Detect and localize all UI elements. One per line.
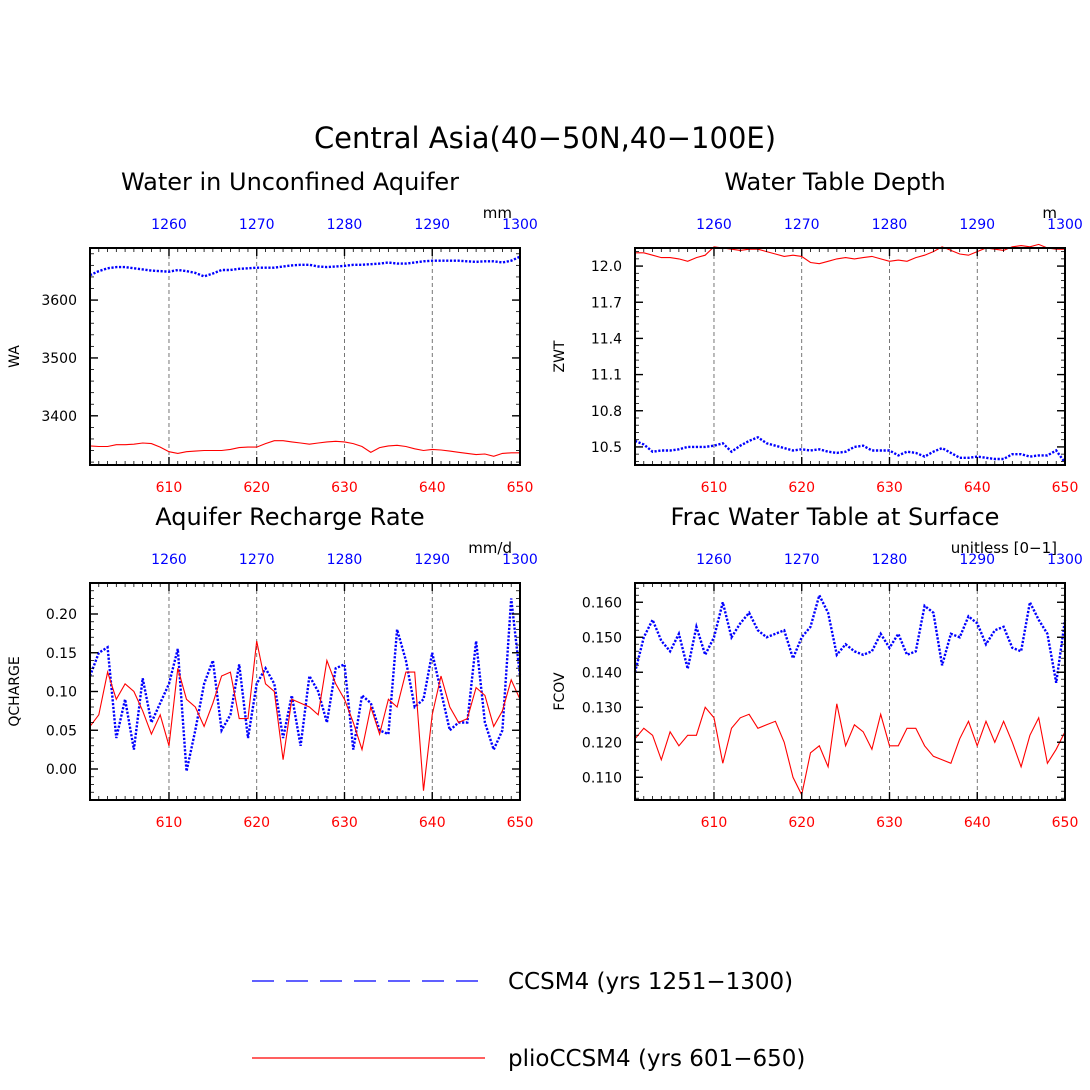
units-label: mm bbox=[483, 204, 512, 222]
y-tick-label: 11.7 bbox=[591, 295, 622, 311]
series-line-ccsm4 bbox=[633, 591, 1067, 684]
y-axis-label: FCOV bbox=[552, 672, 568, 711]
y-tick-label: 11.4 bbox=[591, 331, 622, 347]
x-tick-label-bottom: 610 bbox=[156, 480, 183, 496]
x-tick-label-top: 1290 bbox=[414, 217, 450, 233]
x-tick-label-bottom: 640 bbox=[964, 815, 991, 831]
x-tick-label-bottom: 620 bbox=[788, 480, 815, 496]
y-tick-label: 3600 bbox=[41, 293, 77, 309]
panel-title: Aquifer Recharge Rate bbox=[155, 503, 424, 531]
y-tick-label: 0.15 bbox=[46, 646, 77, 662]
chart-panel-4: Frac Water Table at Surface unitless [0−1… bbox=[552, 503, 1083, 831]
x-tick-label-top: 1280 bbox=[872, 217, 908, 233]
x-tick-label-top: 1280 bbox=[327, 217, 363, 233]
figure-title: Central Asia(40−50N,40−100E) bbox=[314, 121, 776, 155]
y-tick-label: 3400 bbox=[41, 409, 77, 425]
x-tick-label-top: 1280 bbox=[872, 552, 908, 568]
y-axis-label: WA bbox=[7, 345, 23, 368]
y-tick-label: 0.140 bbox=[582, 665, 622, 681]
x-tick-label-bottom: 610 bbox=[701, 480, 728, 496]
y-tick-label: 0.00 bbox=[46, 762, 77, 778]
x-tick-label-top: 1300 bbox=[502, 217, 538, 233]
series-line-ccsm4 bbox=[89, 255, 521, 278]
y-tick-label: 0.05 bbox=[46, 723, 77, 739]
y-tick-label: 0.120 bbox=[582, 735, 622, 751]
x-tick-label-bottom: 640 bbox=[964, 480, 991, 496]
x-tick-label-top: 1300 bbox=[1047, 552, 1083, 568]
x-tick-label-top: 1280 bbox=[327, 552, 363, 568]
x-tick-label-top: 1300 bbox=[1047, 217, 1083, 233]
y-tick-label: 0.10 bbox=[46, 685, 77, 701]
x-tick-label-top: 1270 bbox=[239, 217, 275, 233]
panel-title: Frac Water Table at Surface bbox=[671, 503, 1000, 531]
y-axis-label: ZWT bbox=[552, 340, 568, 372]
x-tick-label-bottom: 650 bbox=[1052, 480, 1079, 496]
x-tick-label-bottom: 650 bbox=[1052, 815, 1079, 831]
y-tick-label: 12.0 bbox=[591, 259, 622, 275]
x-tick-label-top: 1290 bbox=[959, 217, 995, 233]
x-tick-label-top: 1260 bbox=[151, 217, 187, 233]
x-tick-label-bottom: 630 bbox=[876, 480, 903, 496]
units-label: m bbox=[1042, 204, 1057, 222]
x-tick-label-bottom: 640 bbox=[419, 815, 446, 831]
legend-label-2: plioCCSM4 (yrs 601−650) bbox=[508, 1046, 805, 1072]
x-tick-label-bottom: 620 bbox=[243, 480, 270, 496]
units-label: mm/d bbox=[468, 539, 512, 557]
x-tick-label-top: 1260 bbox=[151, 552, 187, 568]
legend-label-1: CCSM4 (yrs 1251−1300) bbox=[508, 969, 793, 995]
y-tick-label: 3500 bbox=[41, 351, 77, 367]
chart-panel-3: Aquifer Recharge Rate mm/d QCHARGE 610 620 63… bbox=[7, 503, 538, 831]
x-tick-label-bottom: 620 bbox=[788, 815, 815, 831]
series-line-plio bbox=[89, 640, 521, 791]
x-tick-label-top: 1290 bbox=[414, 552, 450, 568]
x-tick-label-bottom: 610 bbox=[156, 815, 183, 831]
y-tick-label: 0.130 bbox=[582, 700, 622, 716]
units-label: unitless [0−1] bbox=[951, 539, 1057, 557]
y-axis-label: QCHARGE bbox=[7, 656, 23, 726]
x-tick-label-top: 1260 bbox=[696, 217, 732, 233]
plot-frame bbox=[89, 247, 521, 466]
y-tick-label: 0.110 bbox=[582, 770, 622, 786]
series-line-plio bbox=[89, 440, 520, 457]
series-line-plio bbox=[634, 703, 1066, 797]
x-tick-label-top: 1300 bbox=[502, 552, 538, 568]
x-tick-label-top: 1260 bbox=[696, 552, 732, 568]
y-tick-label: 10.5 bbox=[591, 440, 622, 456]
chart-panel-2: Water Table Depth m ZWT 610 620 630 640 650 1260… bbox=[552, 168, 1083, 496]
chart-panel-1: Water in Unconfined Aquifer mm WA 610 620 630… bbox=[7, 168, 538, 496]
y-tick-label: 10.8 bbox=[591, 404, 622, 420]
x-tick-label-bottom: 650 bbox=[507, 815, 534, 831]
x-tick-label-top: 1270 bbox=[239, 552, 275, 568]
x-tick-label-bottom: 640 bbox=[419, 480, 446, 496]
panels: Water in Unconfined Aquifer mm WA 610 620 630… bbox=[7, 168, 1083, 831]
y-tick-label: 0.160 bbox=[582, 595, 622, 611]
series-line-ccsm4 bbox=[88, 598, 522, 772]
panel-title: Water in Unconfined Aquifer bbox=[121, 168, 459, 196]
x-tick-label-bottom: 650 bbox=[507, 480, 534, 496]
x-tick-label-top: 1270 bbox=[784, 552, 820, 568]
x-tick-label-bottom: 630 bbox=[331, 815, 358, 831]
x-tick-label-bottom: 630 bbox=[331, 480, 358, 496]
x-tick-label-bottom: 630 bbox=[876, 815, 903, 831]
y-tick-label: 11.1 bbox=[591, 368, 622, 384]
legend: CCSM4 (yrs 1251−1300) plioCCSM4 (yrs 601−… bbox=[252, 969, 805, 1072]
plot-frame bbox=[634, 582, 1066, 801]
x-tick-label-top: 1290 bbox=[959, 552, 995, 568]
y-tick-label: 0.150 bbox=[582, 630, 622, 646]
y-tick-label: 0.20 bbox=[46, 607, 77, 623]
x-tick-label-top: 1270 bbox=[784, 217, 820, 233]
x-tick-label-bottom: 620 bbox=[243, 815, 270, 831]
panel-title: Water Table Depth bbox=[724, 168, 945, 196]
plot-frame bbox=[634, 247, 1066, 466]
x-tick-label-bottom: 610 bbox=[701, 815, 728, 831]
